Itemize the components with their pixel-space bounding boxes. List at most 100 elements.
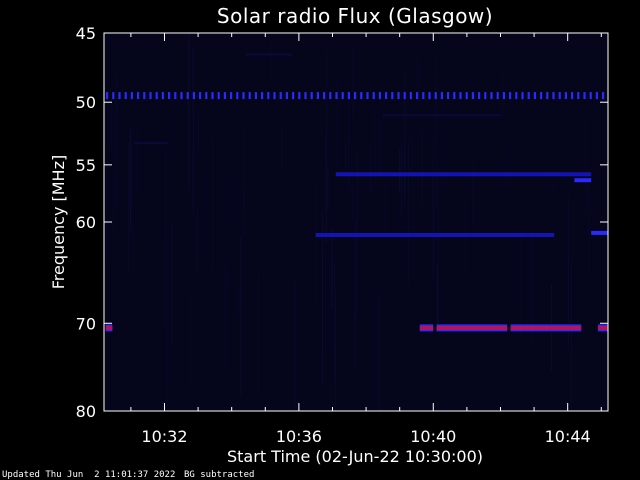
band-70.5-a [105, 325, 113, 330]
noise-streak [240, 235, 242, 395]
noise-streak [113, 115, 115, 238]
band-dash [180, 92, 183, 100]
noise-streak [354, 219, 356, 368]
band-dash [490, 92, 493, 100]
band-dash [540, 92, 543, 100]
y-axis-label: Frequency [MHz] [49, 155, 68, 289]
band-dash [223, 92, 226, 100]
noise-streak [104, 161, 106, 261]
noise-streak [435, 53, 437, 159]
noise-streak [243, 187, 245, 238]
noise-streak [164, 150, 166, 324]
band-dash [347, 92, 350, 100]
y-tick-label: 45 [76, 24, 96, 43]
band-70.5-e [597, 325, 608, 330]
noise-streak [571, 260, 573, 403]
emission-bands [105, 53, 608, 332]
x-tick-label: 10:32 [141, 427, 187, 446]
noise-streak [353, 46, 354, 119]
band-dash [261, 92, 264, 100]
band-dash [304, 92, 307, 100]
noise-streak [416, 59, 418, 103]
noise-streak [196, 207, 198, 272]
noise-streak [327, 167, 329, 209]
noise-streak [168, 225, 170, 384]
band-dash [310, 92, 313, 100]
band-dash [558, 92, 561, 100]
noise-streak [172, 92, 174, 190]
noise-streak [333, 179, 335, 345]
noise-streak [401, 141, 403, 215]
noise-streak [188, 33, 190, 190]
noise-streak [378, 294, 380, 411]
noise-streak [281, 125, 283, 168]
noise-streak [384, 183, 386, 232]
band-55.8 [335, 172, 592, 177]
band-dash [440, 92, 443, 100]
x-axis: 10:32 10:36 10:40 10:44 [130, 33, 602, 446]
noise-streak [226, 171, 228, 287]
noise-streak [370, 144, 372, 193]
noise-streak [421, 131, 423, 206]
noise-streak [192, 46, 194, 218]
noise-streak [322, 210, 323, 385]
band-dash [112, 92, 115, 100]
noise-streak [257, 273, 259, 394]
band-dash [428, 92, 431, 100]
noise-streak [585, 119, 587, 215]
noise-streak [110, 97, 112, 147]
noise-streak [531, 231, 533, 348]
noise-streak [128, 142, 129, 275]
noise-streak [432, 136, 434, 280]
band-dash [341, 92, 344, 100]
noise-streak [588, 194, 590, 275]
band-dash [106, 92, 109, 100]
y-tick-label: 70 [76, 314, 96, 333]
band-dash [329, 92, 332, 100]
noise-streak [224, 266, 226, 368]
noise-streak [330, 261, 332, 358]
noise-streak [237, 95, 239, 238]
band-dash [496, 92, 499, 100]
band-dash [236, 92, 239, 100]
noise-streak [243, 126, 245, 205]
noise-streak [238, 286, 240, 318]
noise-streak [325, 53, 327, 229]
noise-streak [437, 165, 439, 331]
noise-streak [357, 150, 359, 313]
noise-streak [436, 263, 438, 328]
band-dash [323, 92, 326, 100]
band-dash [354, 92, 357, 100]
x-tick-label: 10:44 [545, 427, 591, 446]
band-dash [391, 92, 394, 100]
noise-streak [399, 149, 401, 194]
noise-streak [514, 195, 516, 307]
noise-streak [520, 229, 522, 339]
band-dash [267, 92, 270, 100]
noise-streak [383, 39, 385, 118]
band-dash [484, 92, 487, 100]
noise-streak [522, 80, 524, 162]
chart-title: Solar radio Flux (Glasgow) [217, 4, 493, 28]
noise-streak [436, 73, 438, 206]
noise-streak [294, 277, 296, 411]
band-dash [279, 92, 282, 100]
noise-streak [334, 263, 335, 382]
band-dash [409, 92, 412, 100]
noise-streak [142, 266, 144, 309]
noise-streak [212, 137, 214, 270]
band-56.3 [574, 178, 592, 183]
noise-streak [344, 142, 346, 174]
band-dash [571, 92, 574, 100]
band-dash [199, 92, 202, 100]
noise-texture [104, 33, 590, 411]
band-dash [552, 92, 555, 100]
noise-streak [508, 142, 510, 185]
noise-streak [204, 172, 206, 250]
y-tick-label: 55 [76, 156, 96, 175]
noise-streak [374, 252, 376, 410]
noise-streak [348, 99, 350, 190]
band-dash [385, 92, 388, 100]
band-dash [205, 92, 208, 100]
